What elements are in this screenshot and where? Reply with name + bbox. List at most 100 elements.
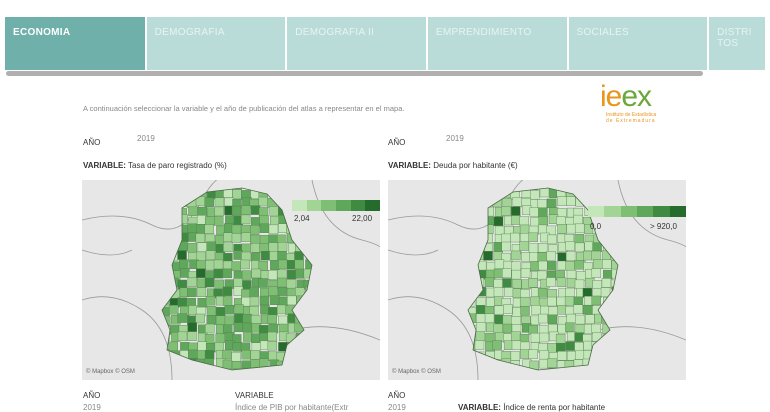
- map-deuda[interactable]: 0,0 > 920,0 © Mapbox © OSM: [388, 180, 686, 380]
- municipality: [476, 322, 486, 332]
- municipality: [153, 189, 162, 198]
- municipality: [313, 270, 322, 279]
- municipality: [468, 268, 478, 278]
- municipality: [501, 206, 511, 216]
- municipality: [177, 197, 187, 207]
- municipality: [621, 287, 630, 296]
- variable-select[interactable]: VARIABLE: Tasa de paro registrado (%): [83, 161, 227, 170]
- municipality: [268, 224, 279, 235]
- municipality: [315, 262, 324, 271]
- municipality: [591, 268, 602, 278]
- municipality: [232, 342, 242, 352]
- legend-swatch: [321, 200, 337, 211]
- municipality: [270, 260, 280, 270]
- municipality: [575, 350, 585, 360]
- variable-select[interactable]: Índice de PIB por habitante(Extr: [235, 403, 349, 412]
- municipality: [493, 287, 504, 297]
- municipality: [249, 296, 260, 307]
- municipality: [476, 286, 486, 297]
- municipality: [241, 251, 251, 262]
- municipality: [251, 268, 261, 279]
- municipality: [556, 343, 566, 353]
- municipality: [493, 251, 503, 261]
- year-select[interactable]: 2019: [388, 403, 406, 412]
- horizontal-scrollbar[interactable]: [6, 71, 703, 76]
- municipality: [270, 295, 280, 305]
- municipality: [223, 370, 232, 379]
- municipality: [162, 316, 171, 326]
- municipality: [547, 358, 557, 368]
- tab-emprendimiento[interactable]: EMPRENDIMIENTO: [427, 17, 567, 70]
- map-attribution[interactable]: © Mapbox © OSM: [86, 369, 135, 375]
- municipality: [314, 341, 323, 350]
- municipality: [205, 250, 216, 260]
- map-attribution[interactable]: © Mapbox © OSM: [392, 369, 441, 375]
- municipality: [582, 287, 593, 298]
- municipality: [564, 360, 575, 370]
- tab-distritos[interactable]: DISTRITOS: [709, 17, 765, 70]
- municipality: [546, 251, 556, 261]
- municipality: [168, 304, 179, 315]
- municipality: [557, 224, 567, 234]
- municipality: [231, 352, 241, 362]
- variable-select[interactable]: VARIABLE: Índice de renta por habitante: [458, 403, 606, 412]
- municipality: [468, 198, 478, 209]
- municipality: [566, 269, 577, 280]
- tab-demografia-ii[interactable]: DEMOGRAFIA II: [287, 17, 426, 70]
- municipality: [169, 233, 179, 243]
- municipality: [277, 378, 286, 380]
- municipality: [486, 297, 496, 307]
- municipality: [519, 241, 529, 251]
- municipality: [457, 379, 466, 380]
- municipality: [620, 332, 629, 341]
- municipality: [304, 298, 312, 308]
- municipality: [250, 234, 260, 245]
- map-paro[interactable]: 2,04 22,00 © Mapbox © OSM: [82, 180, 380, 380]
- municipality: [476, 313, 486, 324]
- tab-economia[interactable]: ECONOMIA: [5, 17, 145, 70]
- tab-sociales[interactable]: SOCIALES: [568, 17, 708, 70]
- municipality: [493, 279, 504, 289]
- year-select[interactable]: 2019: [137, 134, 155, 143]
- municipality: [277, 197, 287, 208]
- variable-select[interactable]: VARIABLE: Deuda por habitante (€): [388, 161, 518, 170]
- year-select[interactable]: 2019: [83, 403, 101, 412]
- municipality: [556, 277, 567, 288]
- municipality: [492, 188, 503, 191]
- municipality: [215, 377, 224, 380]
- municipality: [547, 296, 557, 307]
- municipality: [295, 332, 306, 343]
- municipality: [231, 233, 242, 243]
- legend-max: > 920,0: [650, 222, 677, 231]
- municipality: [204, 350, 215, 360]
- map-canvas[interactable]: [388, 180, 686, 380]
- municipality: [169, 377, 178, 380]
- year-label: AÑO: [388, 391, 406, 400]
- municipality: [556, 296, 566, 307]
- municipality: [170, 188, 181, 190]
- municipality: [520, 349, 530, 359]
- tab-demografia[interactable]: DEMOGRAFIA: [146, 17, 286, 70]
- municipality: [519, 296, 530, 307]
- municipality: [205, 377, 214, 380]
- municipality: [529, 207, 540, 217]
- municipality: [510, 367, 521, 370]
- municipality: [603, 269, 613, 280]
- municipality: [584, 190, 594, 200]
- municipality: [223, 260, 233, 271]
- year-select[interactable]: 2019: [446, 134, 464, 143]
- municipality: [528, 278, 538, 288]
- color-legend: [292, 200, 380, 211]
- municipality: [170, 207, 180, 218]
- municipality: [566, 277, 577, 288]
- municipality: [294, 349, 304, 360]
- map-canvas[interactable]: [82, 180, 380, 380]
- municipality: [565, 260, 575, 271]
- municipality: [576, 271, 586, 281]
- municipality: [621, 369, 630, 378]
- municipality: [178, 188, 189, 198]
- municipality: [619, 244, 628, 253]
- municipality: [511, 250, 521, 261]
- municipality: [161, 379, 170, 380]
- municipality: [494, 314, 504, 325]
